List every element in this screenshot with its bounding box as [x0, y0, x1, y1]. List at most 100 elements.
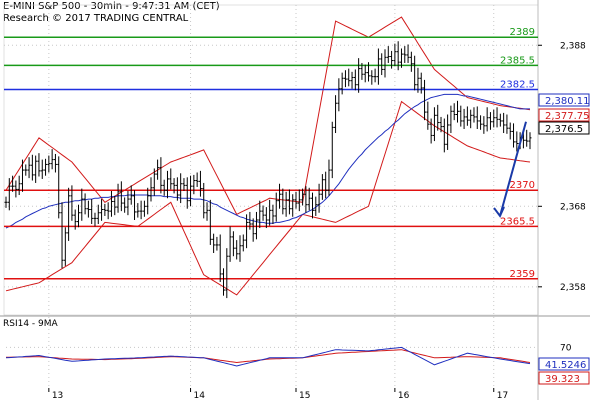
price-bar-33	[113, 195, 117, 216]
price-bar-34	[116, 183, 120, 213]
price-bars	[4, 41, 532, 299]
price-bar-68	[228, 226, 232, 262]
price-bar-55	[185, 177, 189, 209]
price-bar-98	[327, 159, 331, 196]
price-bar-74	[248, 211, 252, 230]
price-bar-123	[409, 51, 413, 72]
price-bar-19	[67, 187, 71, 241]
price-bar-96	[320, 174, 324, 200]
y-tick-label-2: 2,358	[560, 283, 586, 293]
rsi-box-bg-1	[538, 371, 590, 385]
price-box-2: 2,376.5	[545, 124, 583, 135]
price-bar-18	[63, 227, 67, 266]
price-bar-83	[278, 183, 282, 209]
price-bar-147	[488, 112, 492, 130]
price-bar-151	[502, 112, 506, 134]
moving-average-line	[5, 93, 530, 229]
price-bar-119	[396, 41, 400, 71]
price-bar-137	[455, 100, 459, 123]
price-bar-45	[152, 168, 156, 196]
price-bar-122	[406, 44, 410, 63]
rsi-panel: 70	[5, 343, 572, 367]
price-bar-16	[57, 156, 61, 219]
price-panel-frame	[3, 4, 539, 316]
price-bar-27	[93, 212, 97, 227]
price-bar-152	[505, 114, 509, 134]
price-bar-4	[17, 175, 21, 196]
price-bar-66	[222, 268, 226, 296]
price-bar-29	[100, 199, 104, 221]
x-tick-label-2: 15	[299, 391, 310, 400]
price-bar-112	[373, 68, 377, 83]
price-bar-138	[459, 105, 463, 127]
price-bar-121	[403, 46, 407, 63]
price-bar-128	[426, 101, 430, 130]
price-bar-133	[442, 118, 446, 153]
price-bar-136	[452, 103, 456, 121]
price-bar-105	[350, 71, 354, 89]
price-bar-149	[495, 107, 499, 128]
price-bar-12	[44, 158, 48, 176]
price-bar-107	[357, 58, 361, 93]
price-bar-153	[508, 122, 512, 140]
rsi-line	[5, 346, 531, 367]
price-bar-54	[182, 178, 186, 191]
price-bar-63	[212, 233, 216, 253]
price-bar-150	[498, 113, 502, 127]
price-bar-125	[416, 67, 420, 93]
x-tick-label-0: 13	[52, 391, 63, 400]
price-bar-39	[133, 190, 137, 220]
price-bar-155	[515, 131, 519, 152]
price-bar-113	[376, 48, 380, 85]
x-tick-label-1: 14	[194, 391, 206, 400]
price-bar-32	[109, 191, 113, 217]
price-bar-7	[27, 157, 31, 179]
price-bar-51	[172, 178, 176, 194]
price-bar-110	[367, 62, 371, 82]
price-bar-144	[479, 115, 483, 130]
price-bar-106	[353, 69, 357, 91]
price-bar-82	[274, 192, 278, 222]
forecast-arrow-head	[493, 206, 505, 218]
price-bar-109	[363, 64, 367, 83]
price-bar-46	[156, 159, 160, 180]
rsi-tick-label-0: 70	[560, 343, 572, 353]
price-bar-131	[436, 104, 440, 131]
price-bar-14	[50, 149, 54, 170]
price-bar-140	[465, 106, 469, 126]
y-tick-label-0: 2,388	[560, 41, 586, 51]
level-label-0: 2389	[510, 27, 535, 38]
price-bar-72	[241, 234, 245, 252]
upper-band-line	[5, 16, 531, 216]
price-bar-115	[383, 49, 387, 78]
price-bar-120	[399, 48, 403, 68]
rsi-box-0: 41.5246	[545, 360, 586, 371]
price-bar-36	[123, 197, 127, 213]
price-bar-126	[419, 72, 423, 94]
price-bar-91	[304, 186, 308, 213]
level-label-4: 2365.5	[500, 216, 535, 227]
level-label-1: 2385.5	[500, 55, 535, 66]
price-box-bg-2	[538, 121, 590, 135]
price-bar-80	[268, 199, 272, 226]
price-bar-56	[189, 175, 193, 207]
price-bar-85	[284, 191, 288, 217]
price-bar-73	[245, 214, 249, 249]
price-bar-65	[218, 234, 222, 282]
price-bar-25	[86, 200, 90, 218]
price-bar-124	[413, 55, 417, 91]
price-bar-58	[195, 172, 199, 187]
price-bar-64	[215, 236, 219, 251]
price-bar-102	[340, 72, 344, 95]
price-bar-69	[231, 231, 235, 257]
price-bar-114	[380, 53, 384, 76]
price-axis: 2,388 2,368 2,358	[538, 41, 586, 293]
price-bar-60	[202, 182, 206, 219]
price-bar-23	[80, 188, 84, 221]
price-bar-97	[324, 171, 328, 199]
price-bar-159	[528, 132, 532, 150]
price-bar-130	[432, 107, 436, 142]
price-bar-135	[449, 105, 453, 134]
bollinger-bands	[5, 16, 531, 296]
price-box-bg-1	[538, 108, 590, 122]
